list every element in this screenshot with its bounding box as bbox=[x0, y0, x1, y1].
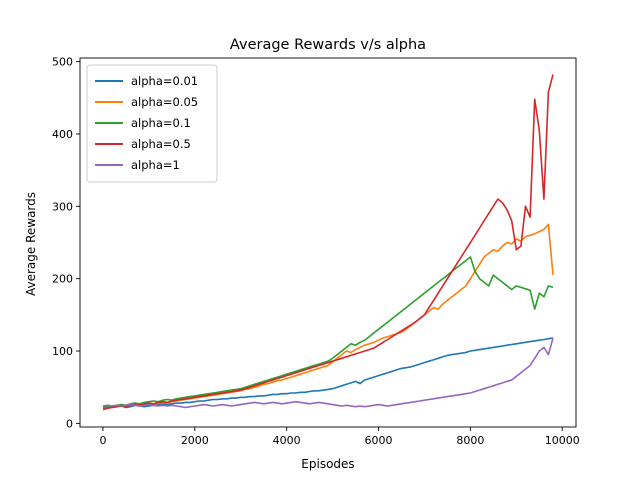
legend-box bbox=[86, 64, 218, 183]
x-tick-label-1: 2000 bbox=[181, 434, 209, 447]
x-tick-label-4: 8000 bbox=[456, 434, 484, 447]
series-line-3 bbox=[102, 74, 554, 411]
y-tick-label-0: 0 bbox=[66, 417, 73, 430]
x-tick-label-5: 10000 bbox=[545, 434, 580, 447]
y-tick-label-1: 100 bbox=[52, 345, 73, 358]
y-axis-label: Average Rewards bbox=[24, 192, 38, 296]
legend-label-0: alpha=0.01 bbox=[131, 74, 198, 88]
plot-frame bbox=[79, 57, 577, 428]
legend-label-2: alpha=0.1 bbox=[131, 116, 191, 130]
x-tick-label-3: 6000 bbox=[365, 434, 393, 447]
chart-title: Average Rewards v/s alpha bbox=[230, 37, 426, 53]
series-line-0 bbox=[102, 337, 554, 409]
x-axis-label: Episodes bbox=[301, 457, 354, 471]
legend-label-1: alpha=0.05 bbox=[131, 95, 198, 109]
legend-label-3: alpha=0.5 bbox=[131, 137, 191, 151]
x-tick-label-2: 4000 bbox=[273, 434, 301, 447]
legend: alpha=0.01 alpha=0.05 alpha=0.1 alpha=0.5 al… bbox=[86, 64, 218, 183]
series-layer bbox=[102, 74, 554, 411]
x-tick-label-0: 0 bbox=[99, 434, 106, 447]
legend-label-4: alpha=1 bbox=[131, 158, 180, 172]
series-line-1 bbox=[102, 223, 554, 410]
y-tick-label-5: 500 bbox=[52, 56, 73, 69]
y-tick-label-3: 300 bbox=[52, 200, 73, 213]
axes-layer: 0 2000 4000 6000 8000 10000 0 100 200 300 400 500 bbox=[52, 56, 580, 447]
series-line-2 bbox=[102, 256, 554, 409]
series-line-4 bbox=[102, 337, 554, 409]
y-tick-label-4: 400 bbox=[52, 128, 73, 141]
y-tick-label-2: 200 bbox=[52, 273, 73, 286]
